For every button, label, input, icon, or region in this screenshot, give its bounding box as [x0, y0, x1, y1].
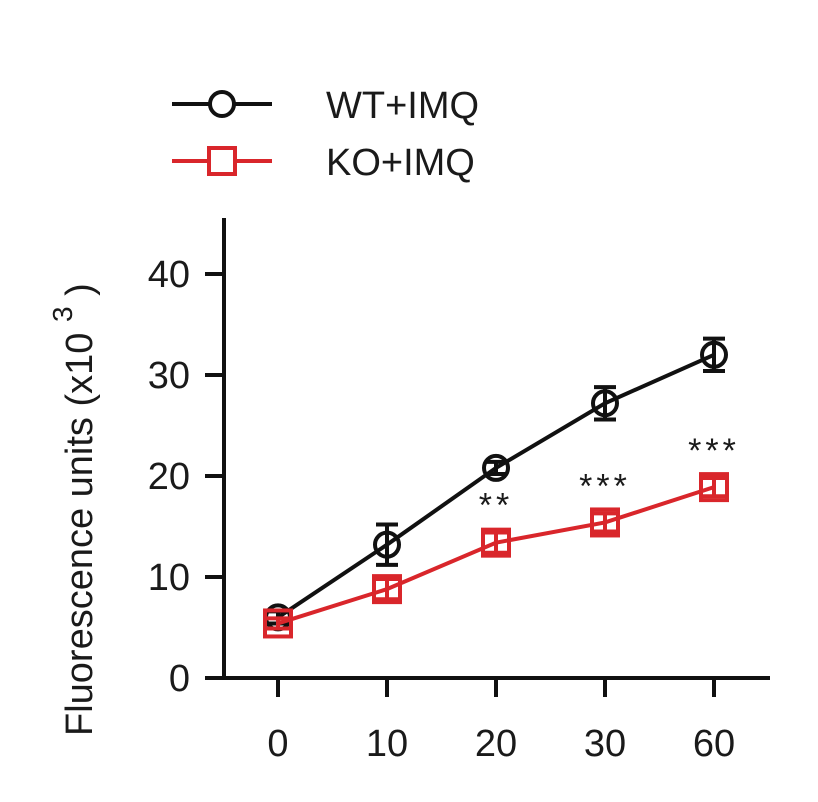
legend-marker-wt: [208, 90, 236, 118]
data-point: [700, 340, 728, 369]
series-layer: [263, 336, 729, 639]
y-tick-label: 40: [148, 254, 190, 296]
data-point: [699, 472, 729, 503]
annotation-layer: ********: [479, 432, 740, 525]
y-axis-title-text: Fluorescence units (x10: [59, 333, 101, 736]
y-tick-label: 0: [169, 658, 190, 700]
series-wt: [264, 336, 728, 632]
legend-item-wt: WT+IMQ: [172, 85, 479, 127]
svg-text:Fluorescence units (x10: Fluorescence units (x10 3 ): [39, 283, 101, 736]
data-point: [373, 530, 401, 559]
x-tick-label: 0: [267, 723, 288, 765]
data-point: [590, 507, 620, 538]
data-point: [482, 453, 510, 482]
data-point: [591, 389, 619, 418]
legend-marker-ko: [207, 146, 237, 176]
legend: WT+IMQ KO+IMQ: [172, 85, 479, 184]
legend-label-wt: WT+IMQ: [326, 85, 479, 127]
x-tick-label: 30: [584, 723, 626, 765]
x-tick-label: 10: [366, 723, 408, 765]
significance-label: ***: [579, 467, 631, 505]
series-ko: [263, 472, 729, 639]
y-tick-label: 30: [148, 355, 190, 397]
data-point: [263, 608, 293, 639]
y-axis-title: Fluorescence units (x10 3 ): [39, 283, 101, 736]
data-point: [481, 527, 511, 558]
x-tick-label: 20: [475, 723, 517, 765]
legend-item-ko: KO+IMQ: [172, 142, 475, 184]
legend-label-ko: KO+IMQ: [326, 142, 475, 184]
y-tick-label: 20: [148, 456, 190, 498]
x-ticks: 0 10 20 30 60: [267, 678, 735, 765]
significance-label: ***: [688, 432, 740, 470]
y-axis-title-close: ): [59, 283, 101, 296]
data-point: [372, 574, 402, 605]
significance-label: **: [479, 487, 513, 525]
y-ticks: 0 10 20 30 40: [148, 254, 224, 700]
y-tick-label: 10: [148, 557, 190, 599]
y-axis-title-superscript: 3: [47, 306, 78, 322]
x-tick-label: 60: [693, 723, 735, 765]
